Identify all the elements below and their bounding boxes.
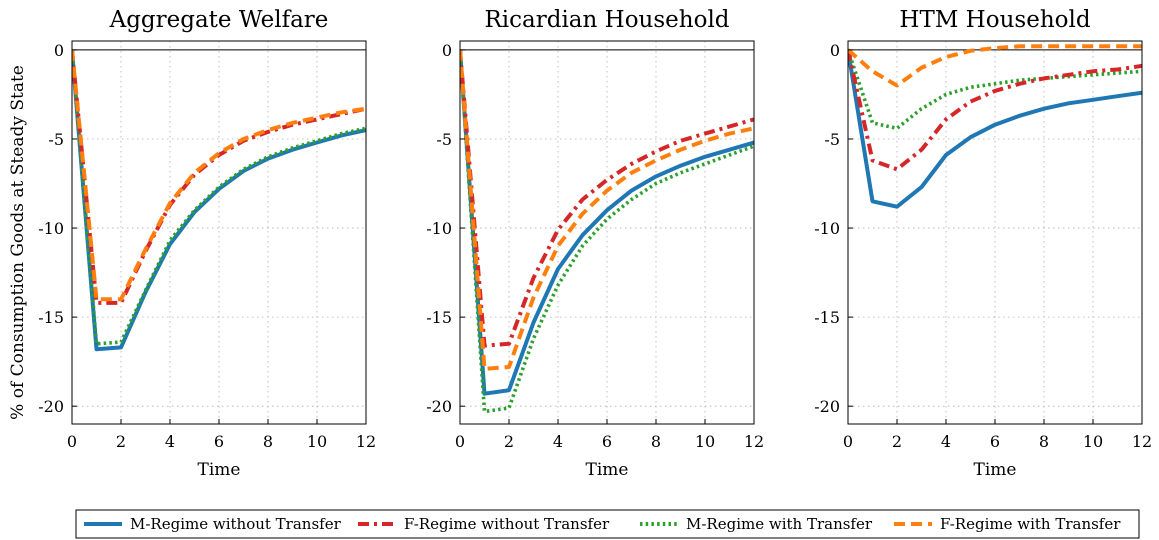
x-tick-label: 0 [455, 432, 465, 451]
y-tick-label: 0 [830, 41, 840, 60]
x-tick-label: 6 [990, 432, 1000, 451]
x-tick-label: 10 [1083, 432, 1103, 451]
y-tick-label: -20 [38, 397, 64, 416]
x-tick-label: 2 [504, 432, 514, 451]
legend-label: M-Regime without Transfer [130, 515, 342, 533]
x-tick-label: 12 [744, 432, 764, 451]
series-line-f-regime-with-transfer [460, 49, 754, 371]
x-axis-label: Time [586, 460, 629, 480]
x-axis-label: Time [198, 460, 241, 480]
series-line-m-regime-with-transfer [848, 49, 1142, 131]
x-tick-label: 4 [165, 432, 175, 451]
chart-title: HTM Household [899, 7, 1090, 33]
series-line-f-regime-with-transfer [72, 49, 366, 302]
y-tick-label: -5 [48, 130, 64, 149]
chart-panel-3: 0 2 4 6 8 10 12 0 -5 -10 -15 -20 HTM Household Time [814, 7, 1152, 480]
chart-panel-1: 0 2 4 6 8 10 12 0 -5 -10 -15 -20 Aggregate Welfare Ti… [8, 7, 376, 480]
x-tick-label: 8 [263, 432, 273, 451]
series-line-m-regime-with-transfer [72, 49, 366, 346]
x-tick-label: 0 [843, 432, 853, 451]
x-tick-label: 4 [553, 432, 563, 451]
y-tick-label: -10 [38, 219, 64, 238]
series-line-f-regime-with-transfer [848, 44, 1142, 88]
legend-box [75, 509, 1140, 539]
x-tick-label: 8 [1039, 432, 1049, 451]
series-line-m-regime-without-transfer [848, 49, 1142, 209]
chart-panel-2: 0 2 4 6 8 10 12 0 -5 -10 -15 -20 Ricardian Household… [426, 7, 764, 480]
y-tick-label: 0 [54, 41, 64, 60]
x-tick-label: 4 [941, 432, 951, 451]
legend-item-1: M-Regime without Transfer [84, 515, 342, 533]
y-tick-label: -20 [814, 397, 840, 416]
series-line-m-regime-without-transfer [460, 49, 754, 396]
y-tick-label: 0 [442, 41, 452, 60]
y-tick-label: -10 [426, 219, 452, 238]
x-tick-label: 0 [67, 432, 77, 451]
y-tick-label: -20 [426, 397, 452, 416]
series-line-f-regime-without-transfer [848, 49, 1142, 172]
y-tick-label: -10 [814, 219, 840, 238]
y-tick-label: -5 [436, 130, 452, 149]
x-tick-label: 10 [695, 432, 715, 451]
x-tick-label: 2 [892, 432, 902, 451]
chart-title: Ricardian Household [484, 7, 729, 33]
legend-label: F-Regime with Transfer [940, 515, 1121, 533]
legend-label: M-Regime with Transfer [686, 515, 873, 533]
x-tick-label: 2 [116, 432, 126, 451]
x-tick-label: 12 [1132, 432, 1152, 451]
x-tick-label: 6 [602, 432, 612, 451]
legend-item-3: M-Regime with Transfer [640, 515, 873, 533]
y-tick-label: -15 [38, 308, 64, 327]
x-tick-label: 6 [214, 432, 224, 451]
y-axis-label: % of Consumption Goods at Steady State [8, 65, 28, 420]
x-tick-label: 8 [651, 432, 661, 451]
legend-item-2: F-Regime without Transfer [358, 515, 610, 533]
y-tick-label: -5 [824, 130, 840, 149]
y-tick-label: -15 [814, 308, 840, 327]
y-tick-label: -15 [426, 308, 452, 327]
series-line-f-regime-without-transfer [460, 49, 754, 348]
legend-item-4: F-Regime with Transfer [894, 515, 1121, 533]
x-tick-label: 12 [356, 432, 376, 451]
x-axis-label: Time [974, 460, 1017, 480]
chart-title: Aggregate Welfare [109, 7, 329, 33]
legend: M-Regime without Transfer F-Regime withou… [75, 509, 1140, 539]
legend-label: F-Regime without Transfer [404, 515, 610, 533]
x-tick-label: 10 [307, 432, 327, 451]
